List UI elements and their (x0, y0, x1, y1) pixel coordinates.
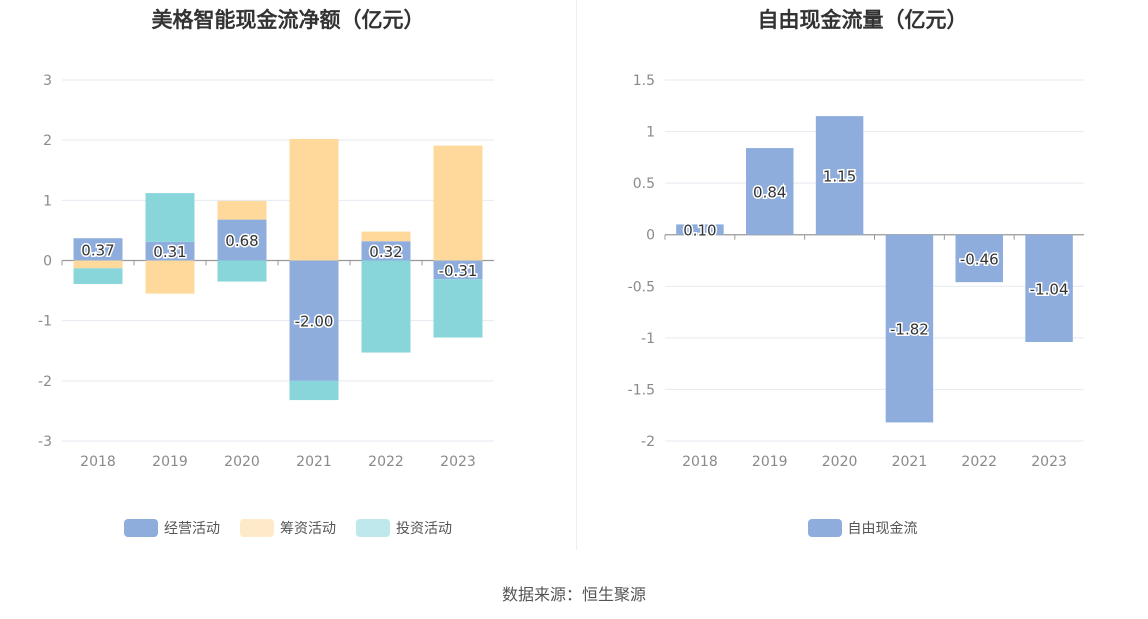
cash-flow-bar (289, 138, 339, 261)
cash-flow-bar (73, 260, 123, 269)
cash-flow-bar (361, 260, 411, 353)
cash-flow-bar (73, 268, 123, 284)
cash-flow-bar (433, 260, 483, 280)
free-cash-flow-x-tick-label: 2023 (1031, 454, 1067, 470)
free-cash-flow-x-tick-label: 2018 (682, 454, 718, 470)
cash-flow-y-tick-label: 1 (43, 193, 52, 209)
free-cash-flow-bar (1025, 234, 1073, 342)
free-cash-flow-chart-panel: 自由现金流量（亿元） 1.5 1 0.5 0 -0.5 -1 -1.5 -2 2018 2019 2… (577, 0, 1148, 560)
free-cash-flow-y-tick-label: -1.5 (628, 382, 655, 398)
cash-flow-data-label: 0.68 (225, 232, 258, 250)
cash-flow-y-tick-label: 0 (43, 254, 52, 270)
cash-flow-bar (217, 200, 267, 220)
cash-flow-x-tick-label: 2021 (296, 454, 332, 470)
free-cash-flow-data-label: -1.04 (1030, 280, 1069, 298)
cash-flow-bar (145, 241, 195, 261)
cash-flow-legend: 经营活动 筹资活动 投资活动 (0, 518, 576, 538)
cash-flow-bar (289, 260, 339, 381)
free-cash-flow-data-label: -0.46 (960, 250, 999, 268)
cash-flow-chart-panel: 美格智能现金流净额（亿元） 3 2 1 0 -1 -2 -3 2018 2019 2020 2021… (0, 0, 576, 560)
free-cash-flow-x-tick-label: 2022 (961, 454, 997, 470)
free-cash-flow-bar (955, 234, 1003, 283)
cash-flow-x-tick-label: 2019 (152, 454, 188, 470)
cash-flow-bar (73, 238, 123, 261)
free-cash-flow-legend-item[interactable]: 自由现金流 (807, 518, 918, 538)
cash-flow-legend-label: 投资活动 (396, 521, 452, 537)
cash-flow-x-tick-label: 2020 (224, 454, 260, 470)
cash-flow-bar (433, 145, 483, 261)
data-source-footer: 数据来源：恒生聚源 (501, 585, 646, 604)
free-cash-flow-bar (676, 224, 724, 235)
cash-flow-bar (361, 231, 411, 242)
free-cash-flow-data-label: 0.84 (753, 183, 786, 201)
free-cash-flow-y-tick-label: -2 (641, 434, 655, 450)
free-cash-flow-y-tick-label: 0.5 (633, 176, 655, 192)
free-cash-flow-y-tick-label: 1 (646, 125, 655, 141)
panel-divider (576, 0, 577, 550)
free-cash-flow-y-tick-label: -0.5 (628, 279, 655, 295)
cash-flow-legend-item[interactable]: 投资活动 (356, 518, 452, 538)
free-cash-flow-data-label: 1.15 (823, 167, 856, 185)
cash-flow-y-tick-label: -3 (38, 434, 52, 450)
free-cash-flow-y-tick-label: -1 (641, 331, 655, 347)
cash-flow-data-label: 0.32 (369, 243, 402, 261)
cash-flow-bar (433, 279, 483, 338)
free-cash-flow-chart: 1.5 1 0.5 0 -0.5 -1 -1.5 -2 2018 2019 2020 2021 2022… (628, 73, 1084, 470)
cash-flow-bar (217, 219, 267, 261)
cash-flow-legend-item[interactable]: 筹资活动 (240, 518, 336, 538)
cash-flow-chart-title: 美格智能现金流净额（亿元） (151, 8, 425, 32)
free-cash-flow-x-tick-label: 2020 (822, 454, 858, 470)
free-cash-flow-bar (815, 116, 864, 235)
cash-flow-bar (289, 380, 339, 401)
free-cash-flow-bar (885, 234, 934, 423)
free-cash-flow-legend-label: 自由现金流 (847, 521, 918, 537)
free-cash-flow-bar (746, 148, 794, 235)
cash-flow-y-tick-label: 3 (43, 73, 52, 89)
cash-flow-legend-label: 经营活动 (164, 521, 220, 537)
cash-flow-legend-swatch (240, 519, 274, 537)
cash-flow-y-tick-label: 2 (43, 133, 52, 149)
cash-flow-legend-swatch (356, 519, 390, 537)
free-cash-flow-x-tick-label: 2021 (892, 454, 928, 470)
cash-flow-legend-swatch (124, 519, 158, 537)
cash-flow-data-label: 0.31 (153, 243, 186, 261)
free-cash-flow-y-tick-label: 0 (646, 228, 655, 244)
cash-flow-bar (145, 193, 195, 242)
free-cash-flow-legend: 自由现金流 (577, 518, 1148, 538)
free-cash-flow-data-label: 0.10 (683, 222, 716, 240)
cash-flow-x-tick-label: 2022 (368, 454, 404, 470)
cash-flow-bar (145, 260, 195, 294)
free-cash-flow-chart-title: 自由现金流量（亿元） (757, 8, 968, 32)
cash-flow-y-tick-label: -1 (38, 314, 52, 330)
free-cash-flow-x-tick-label: 2019 (752, 454, 788, 470)
cash-flow-data-label: -2.00 (295, 313, 334, 331)
free-cash-flow-y-tick-label: 1.5 (633, 73, 655, 89)
cash-flow-data-label: 0.37 (81, 241, 114, 259)
cash-flow-data-label: -0.31 (439, 262, 478, 280)
cash-flow-bar (217, 260, 267, 282)
cash-flow-chart: 3 2 1 0 -1 -2 -3 2018 2019 2020 2021 2022 2023 0.37 0.… (38, 73, 494, 470)
cash-flow-x-tick-label: 2018 (80, 454, 116, 470)
cash-flow-legend-item[interactable]: 经营活动 (124, 518, 220, 538)
free-cash-flow-data-label: -1.82 (890, 321, 929, 339)
cash-flow-bar (361, 241, 411, 261)
cash-flow-x-tick-label: 2023 (440, 454, 476, 470)
cash-flow-y-tick-label: -2 (38, 374, 52, 390)
free-cash-flow-legend-swatch (807, 519, 842, 537)
cash-flow-legend-label: 筹资活动 (280, 521, 336, 537)
